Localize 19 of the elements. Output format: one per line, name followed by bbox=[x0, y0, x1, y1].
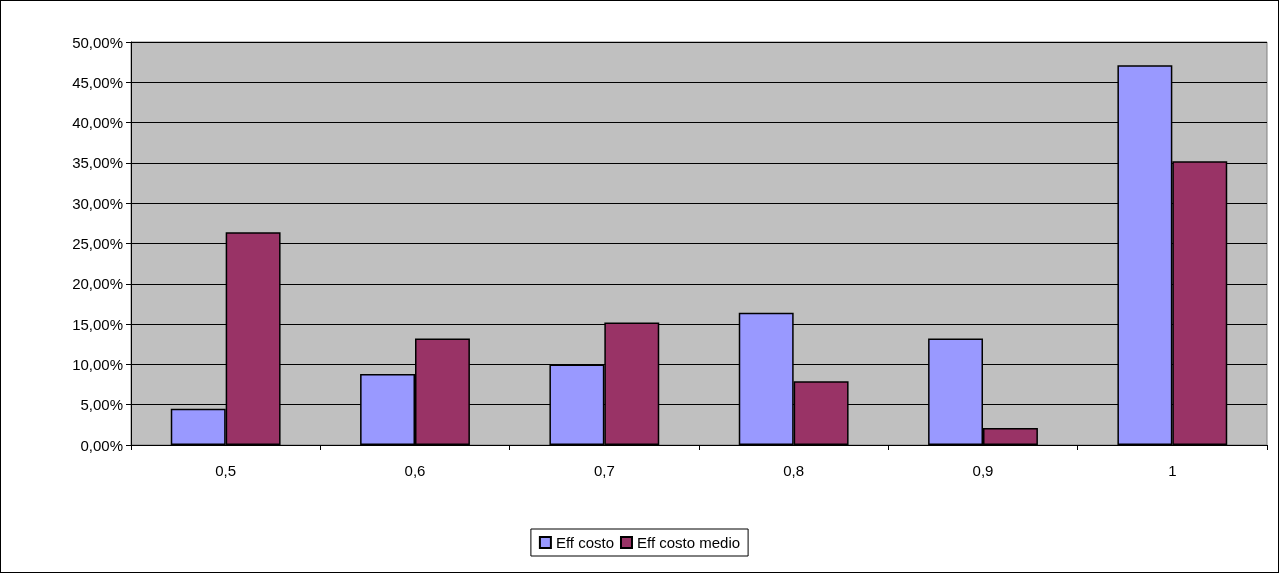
y-tick-label: 15,00% bbox=[72, 315, 123, 333]
y-tick-label: 20,00% bbox=[72, 275, 123, 293]
legend-label: Eff costo bbox=[555, 534, 614, 551]
legend-label: Eff costo medio bbox=[636, 534, 741, 551]
x-tick-label: 0,6 bbox=[404, 462, 426, 479]
x-tick-label: 0,8 bbox=[783, 462, 805, 479]
y-tick-label: 40,00% bbox=[72, 114, 123, 132]
x-tick-label: 1 bbox=[1168, 462, 1177, 479]
y-tick-label: 5,00% bbox=[80, 396, 123, 414]
y-tick-label: 35,00% bbox=[72, 154, 123, 172]
y-tick-label: 30,00% bbox=[72, 194, 123, 212]
y-tick-label: 0,00% bbox=[80, 436, 123, 454]
y-tick-label: 10,00% bbox=[72, 355, 123, 373]
x-tick-label: 0,5 bbox=[215, 462, 237, 479]
x-tick-label: 0,7 bbox=[593, 462, 615, 479]
y-tick-label: 45,00% bbox=[72, 73, 123, 91]
y-tick-label: 50,00% bbox=[72, 33, 123, 51]
y-tick-label: 25,00% bbox=[72, 235, 123, 252]
x-tick-label: 0,9 bbox=[972, 462, 994, 479]
